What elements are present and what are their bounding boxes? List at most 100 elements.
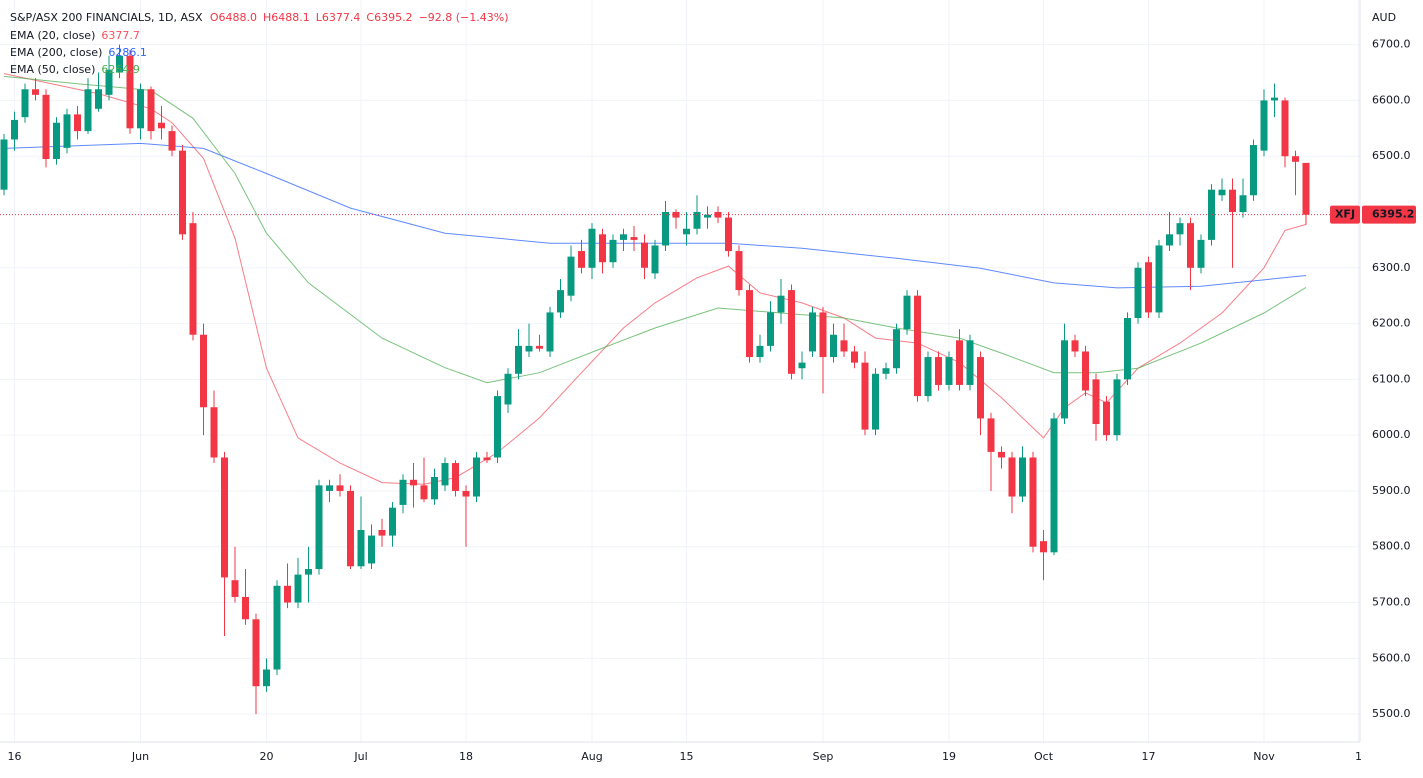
ema-legend: EMA (200, close) 6286.1 [10, 46, 147, 59]
candle-body [1134, 267, 1142, 318]
candle-body [578, 251, 585, 268]
candle-body [945, 357, 953, 385]
candle-body [410, 479, 417, 486]
candle-body [1250, 145, 1257, 196]
ema-legend: EMA (20, close) 6377.7 [10, 29, 140, 42]
candle-body [242, 596, 249, 620]
candle-body [515, 345, 522, 374]
candle-body [546, 312, 554, 352]
candle-body [1197, 239, 1205, 268]
candle-body [494, 396, 501, 458]
candle-body [1239, 195, 1247, 212]
ema-line [3, 142, 1307, 289]
ema-value: 6286.1 [108, 46, 147, 59]
candle-body [819, 312, 827, 358]
candle-body [746, 290, 753, 358]
candle-body [704, 214, 711, 218]
candle-body [1113, 379, 1121, 436]
candle-body [1092, 379, 1100, 424]
candle-body [1218, 189, 1226, 196]
candle-body [116, 55, 123, 73]
candle-body [389, 507, 396, 536]
candle-body [53, 122, 60, 159]
candle-body [0, 139, 8, 190]
candle-body [11, 119, 18, 140]
candle-body [326, 485, 333, 491]
low: L6377.4 [316, 11, 361, 24]
high: H6488.1 [263, 11, 310, 24]
y-tick-label: 6100.0 [1372, 372, 1411, 385]
candle-body [798, 362, 806, 369]
candle-body [431, 477, 438, 500]
candle-body [861, 362, 869, 430]
candle-body [1145, 262, 1152, 313]
candle-body [504, 373, 512, 405]
candle-body [620, 234, 627, 240]
axes: 5500.0 5600.0 5700.0 5800.0 5900.0 6000.0 6100… [8, 38, 1416, 763]
candle-body [1124, 318, 1131, 380]
candle-body [1208, 189, 1215, 240]
candle-body [683, 228, 690, 235]
candle-body [21, 89, 29, 118]
x-tick-label: 15 [680, 750, 694, 763]
candle-body [1281, 100, 1289, 157]
candle-body [221, 457, 228, 578]
candle-body [693, 212, 701, 229]
candle-body [1187, 223, 1194, 268]
candle-body [1302, 162, 1310, 215]
candle-body [294, 574, 302, 603]
candle-body [893, 329, 900, 369]
candle-body [1103, 401, 1110, 436]
ema-name: EMA (200, close) [10, 46, 102, 59]
candle-body [641, 242, 648, 268]
candle-body [851, 351, 858, 363]
candle-body [441, 463, 449, 486]
candle-body [1029, 457, 1037, 547]
ema-value: 6264.9 [101, 63, 140, 76]
candle-body [1292, 156, 1299, 162]
y-tick-label: 6700.0 [1372, 38, 1411, 51]
candle-body [1082, 351, 1089, 391]
candle-body [336, 485, 344, 491]
candle-body [42, 94, 50, 159]
candle-body [74, 114, 81, 132]
x-tick-label: 19 [942, 750, 956, 763]
x-tick-label: 16 [8, 750, 22, 763]
candle-body [273, 585, 281, 670]
candle-body [557, 290, 564, 313]
candle-body [767, 312, 774, 346]
y-tick-label: 5500.0 [1372, 707, 1411, 720]
y-tick-label: 6300.0 [1372, 261, 1411, 274]
candle-body [1229, 189, 1236, 212]
y-tick-label: 6000.0 [1372, 428, 1411, 441]
candle-body [567, 256, 575, 296]
candle-body [882, 368, 890, 374]
candle-body [347, 490, 354, 567]
candle-body [378, 530, 386, 536]
candle-body [1166, 234, 1173, 246]
candle-body [399, 479, 407, 505]
candle-body [84, 89, 92, 132]
candle-body [210, 407, 218, 458]
ema-name: EMA (50, close) [10, 63, 95, 76]
candle-body [105, 69, 113, 95]
currency-label: AUD [1372, 11, 1396, 24]
candle-body [966, 340, 974, 385]
candle-body [788, 290, 795, 374]
legend-header: S&P/ASX 200 FINANCIALS, 1D, ASX O6488.0 H6… [10, 11, 509, 24]
candle-body [1071, 340, 1079, 352]
y-tick-label: 5800.0 [1372, 540, 1411, 553]
change: −92.8 (−1.43%) [419, 11, 509, 24]
x-tick-label: Jun [131, 750, 149, 763]
ticker-badge [1330, 205, 1360, 224]
y-tick-label: 5900.0 [1372, 484, 1411, 497]
x-tick-label: Sep [813, 750, 834, 763]
ema-name: EMA (20, close) [10, 29, 95, 42]
candle-body [1155, 245, 1163, 313]
candle-body [305, 569, 312, 575]
candle-body [536, 345, 543, 349]
grid [0, 0, 1360, 742]
candle-body [189, 223, 197, 335]
x-tick-label: Nov [1253, 750, 1275, 763]
